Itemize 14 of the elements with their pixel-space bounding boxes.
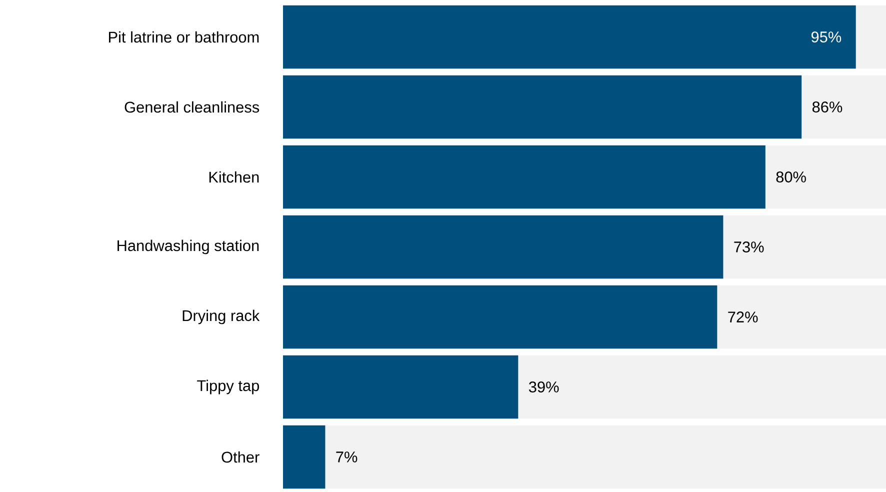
y-tick-label: Other <box>222 451 260 463</box>
data-label: 80% <box>776 172 806 182</box>
data-label: 86% <box>812 102 842 112</box>
y-tick-label: Pit latrine or bathroom <box>109 31 259 43</box>
data-label: 72% <box>728 312 758 322</box>
data-label: 39% <box>528 382 559 392</box>
y-tick-label: Drying rack <box>182 310 260 324</box>
data-label: 73% <box>734 242 764 252</box>
y-tick-label: Tippy tap <box>197 380 259 394</box>
y-tick-label: Kitchen <box>209 171 259 183</box>
y-tick-label: Handwashing station <box>118 240 259 254</box>
data-label: 7% <box>336 452 358 462</box>
data-label: 95% <box>811 32 842 42</box>
y-tick-label: General cleanliness <box>124 101 260 113</box>
